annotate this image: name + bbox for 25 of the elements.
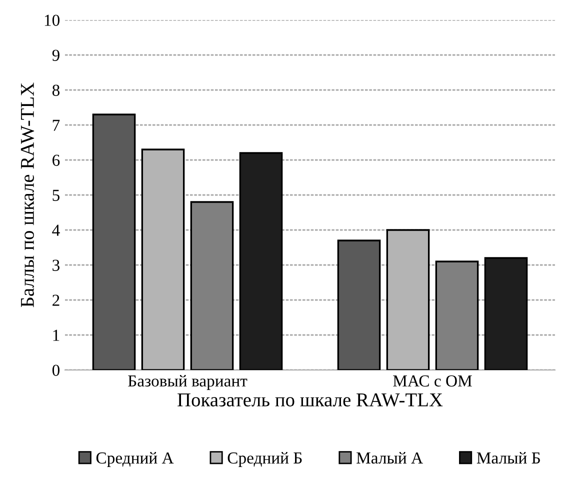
legend-label: Средний Б bbox=[228, 452, 302, 467]
bar bbox=[190, 201, 234, 370]
y-tick-label: 3 bbox=[52, 260, 60, 271]
bar bbox=[337, 240, 381, 370]
legend-label: Малый А bbox=[356, 452, 423, 464]
bar bbox=[239, 152, 283, 370]
y-tick-label: 5 bbox=[52, 190, 60, 201]
y-tick-label: 10 bbox=[44, 14, 60, 26]
y-tick-label: 1 bbox=[53, 330, 60, 341]
y-tick-label: 4 bbox=[52, 224, 60, 236]
x-tick-label: Базовый вариант bbox=[128, 375, 248, 390]
y-tick-label: 2 bbox=[52, 294, 60, 306]
x-tick-label: МАС с ОМ bbox=[393, 375, 472, 387]
legend-label: Средний А bbox=[96, 452, 174, 467]
bar bbox=[484, 257, 528, 370]
bar bbox=[92, 114, 136, 370]
y-tick-label: 7 bbox=[52, 120, 60, 131]
bar bbox=[435, 260, 479, 370]
legend-label: Малый Б bbox=[476, 452, 540, 464]
y-tick-label: 9 bbox=[52, 50, 60, 61]
y-tick-label: 6 bbox=[52, 154, 60, 166]
y-tick-label: 8 bbox=[52, 84, 60, 96]
y-axis-title: Баллы по шкале RAW-TLX bbox=[20, 82, 34, 308]
x-axis-title: Показатель по шкале RAW-TLX bbox=[178, 393, 443, 407]
y-tick-label: 0 bbox=[52, 364, 60, 376]
